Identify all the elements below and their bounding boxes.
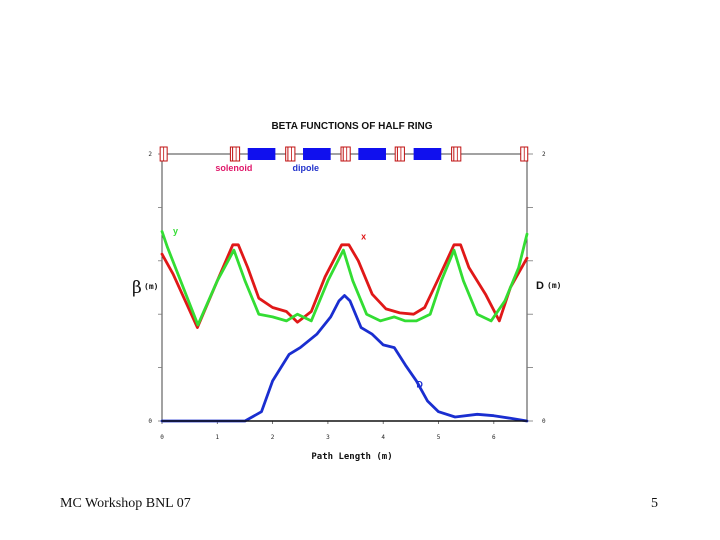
- y-axis-left-unit: (m): [144, 282, 158, 291]
- series-annotation-y: y: [173, 226, 178, 236]
- y-left-tick-label: 0: [148, 418, 152, 425]
- series-line-x: [160, 243, 529, 330]
- dipole-element: [358, 148, 386, 160]
- series-annotations: y x D: [173, 226, 423, 390]
- y-right-tick-label: 0: [542, 418, 546, 425]
- y-axis-right-label: D: [536, 280, 544, 292]
- lattice-label-dipole: dipole: [293, 163, 320, 173]
- y-right-tick-label: 2: [542, 151, 546, 158]
- footer-page-number: 5: [651, 496, 658, 511]
- footer-workshop-label: MC Workshop BNL 07: [60, 496, 191, 511]
- x-tick-label: 2: [271, 434, 275, 441]
- x-tick-label: 1: [215, 434, 219, 441]
- x-tick-label: 6: [492, 434, 496, 441]
- dipole-element: [247, 148, 276, 160]
- y-left-tick-label: 2: [148, 151, 152, 158]
- x-tick-label: 0: [160, 434, 164, 441]
- series-line-y: [160, 229, 529, 327]
- dipole-element: [303, 148, 331, 160]
- dipole-element: [413, 148, 442, 160]
- x-tick-label: 3: [326, 434, 330, 441]
- x-tick-label: 4: [381, 434, 385, 441]
- series-line-D: [160, 294, 529, 423]
- x-axis-ticks: 0 1 2 3 4 5 6: [160, 421, 496, 441]
- lattice-label-solenoid: solenoid: [215, 163, 252, 173]
- x-tick-label: 5: [437, 434, 441, 441]
- lattice-elements: solenoid dipole: [159, 146, 529, 173]
- chart-title: BETA FUNCTIONS OF HALF RING: [271, 121, 432, 132]
- series-annotation-x: x: [361, 231, 366, 241]
- series-lines: [160, 229, 529, 423]
- y-axis-left-label: β: [132, 278, 142, 298]
- plot-frame: [161, 153, 528, 422]
- y-axis-right-unit: (m): [547, 281, 561, 290]
- x-axis-label: Path Length (m): [311, 452, 392, 462]
- series-annotation-D: D: [416, 380, 423, 390]
